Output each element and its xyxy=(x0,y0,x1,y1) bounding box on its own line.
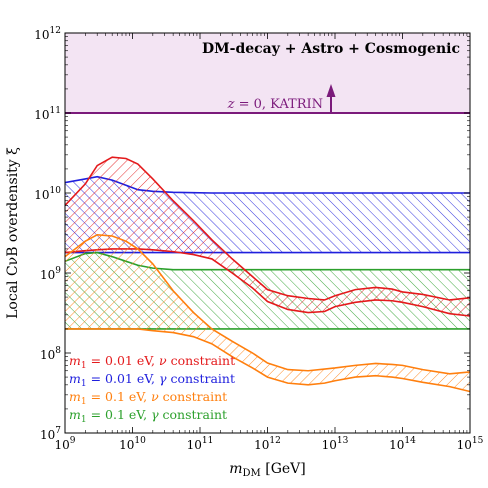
x-axis-title-unit: [GeV] xyxy=(261,461,306,477)
legend-entry-4: m1 = 0.1 eV, γ constraint xyxy=(69,407,227,425)
katrin-label: z = 0, KATRIN xyxy=(227,97,323,112)
legend-entry-1: m1 = 0.01 eV, ν constraint xyxy=(69,353,235,371)
x-axis-title-subscript: DM xyxy=(243,468,261,479)
y-tick-label: 109 xyxy=(40,266,61,282)
y-tick-label: 1010 xyxy=(34,186,61,202)
x-tick-label: 1013 xyxy=(322,436,349,452)
x-axis-title: mDM [GeV] xyxy=(229,461,306,479)
y-axis-title: Local CνB overdensity ξ xyxy=(5,147,21,319)
x-tick-label: 1012 xyxy=(254,436,281,452)
x-axis-title-symbol: m xyxy=(229,461,242,477)
y-tick-label: 108 xyxy=(40,346,61,362)
x-tick-label: 1011 xyxy=(187,436,214,452)
x-tick-label: 1014 xyxy=(389,436,416,452)
katrin-label-rest: = 0, KATRIN xyxy=(234,97,323,112)
legend-entry-3: m1 = 0.1 eV, ν constraint xyxy=(69,389,227,407)
chart-annotation: DM-decay + Astro + Cosmogenic xyxy=(202,41,460,57)
y-tick-label: 1011 xyxy=(34,106,61,122)
legend-entry-2: m1 = 0.01 eV, γ constraint xyxy=(69,371,235,389)
katrin-label-z: z xyxy=(227,97,235,112)
x-tick-label: 1010 xyxy=(119,436,146,452)
y-tick-label: 1012 xyxy=(34,26,61,42)
x-tick-label: 1015 xyxy=(457,436,484,452)
x-tick-label: 109 xyxy=(54,436,75,452)
